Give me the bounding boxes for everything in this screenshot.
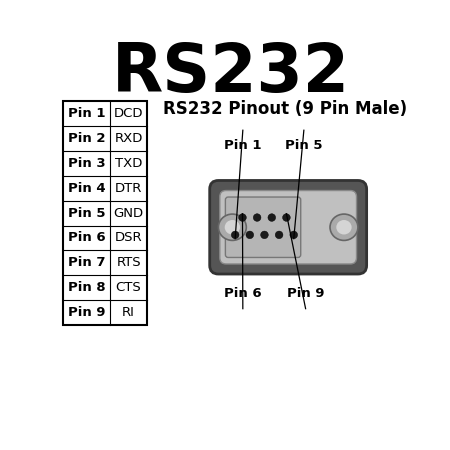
- Text: RS232: RS232: [112, 40, 350, 106]
- Text: Pin 3: Pin 3: [68, 157, 106, 170]
- Text: Pin 1: Pin 1: [68, 107, 105, 120]
- Text: Pin 9: Pin 9: [68, 306, 105, 320]
- Circle shape: [231, 231, 239, 238]
- Text: Pin 5: Pin 5: [68, 207, 105, 220]
- Text: DSR: DSR: [115, 231, 143, 244]
- Circle shape: [283, 214, 290, 221]
- Circle shape: [253, 214, 261, 221]
- Text: Pin 8: Pin 8: [68, 281, 106, 294]
- Text: RI: RI: [122, 306, 135, 320]
- Text: DTR: DTR: [115, 182, 142, 194]
- Text: TXD: TXD: [115, 157, 142, 170]
- Ellipse shape: [330, 214, 358, 240]
- Ellipse shape: [336, 220, 351, 234]
- Text: RXD: RXD: [114, 132, 143, 145]
- Text: CTS: CTS: [116, 281, 141, 294]
- FancyBboxPatch shape: [225, 197, 301, 257]
- Circle shape: [238, 214, 246, 221]
- Circle shape: [275, 231, 283, 238]
- FancyBboxPatch shape: [220, 190, 356, 264]
- Text: Pin 6: Pin 6: [68, 231, 106, 244]
- Circle shape: [290, 231, 297, 238]
- FancyBboxPatch shape: [210, 180, 367, 274]
- Text: Pin 4: Pin 4: [68, 182, 106, 194]
- Text: Pin 6: Pin 6: [224, 287, 261, 300]
- Text: Pin 9: Pin 9: [287, 287, 324, 300]
- Text: GND: GND: [113, 207, 144, 220]
- Bar: [63, 101, 147, 325]
- Text: Pin 2: Pin 2: [68, 132, 105, 145]
- Text: Pin 7: Pin 7: [68, 256, 105, 270]
- Text: DCD: DCD: [114, 107, 144, 120]
- Text: Pin 1: Pin 1: [224, 139, 261, 152]
- Text: RS232 Pinout (9 Pin Male): RS232 Pinout (9 Pin Male): [162, 100, 407, 118]
- Text: RTS: RTS: [116, 256, 141, 270]
- Circle shape: [246, 231, 254, 238]
- Ellipse shape: [225, 220, 240, 234]
- Circle shape: [261, 231, 268, 238]
- Ellipse shape: [218, 214, 246, 240]
- Text: Pin 5: Pin 5: [285, 139, 323, 152]
- Circle shape: [268, 214, 275, 221]
